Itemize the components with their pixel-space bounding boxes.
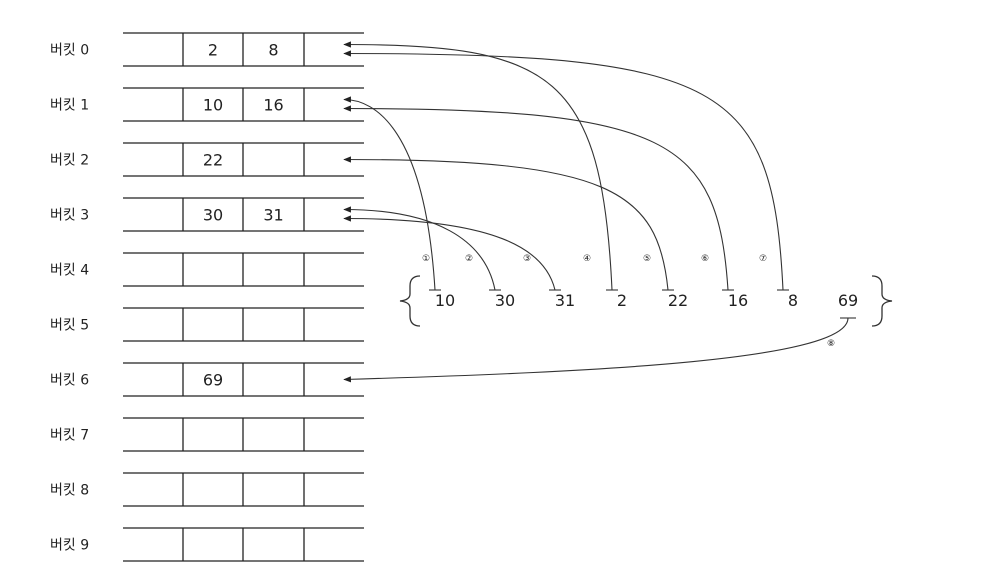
- bucket-label: 버킷 4: [50, 263, 89, 279]
- bucket-cell-value: 2: [208, 41, 218, 60]
- sequence-value: 30: [495, 291, 515, 310]
- sequence-value: 16: [728, 291, 748, 310]
- sequence-value: 69: [838, 291, 858, 310]
- distribution-arrow: [343, 156, 669, 291]
- sequence-value: 31: [555, 291, 575, 310]
- distribution-arrow: [343, 105, 729, 291]
- bucket-row: 버킷 5: [50, 307, 364, 342]
- bucket-label: 버킷 9: [50, 538, 89, 554]
- sequence-value: 2: [617, 291, 627, 310]
- bucket-row: 버킷 4: [50, 252, 364, 287]
- right-brace: [871, 275, 893, 327]
- sequence-value: 22: [668, 291, 688, 310]
- bucket-row: 버킷 3 30 31: [50, 197, 364, 232]
- bucket-row: 버킷 0 2 8: [50, 32, 364, 67]
- sequence-item: 31 ③: [523, 254, 575, 310]
- distribution-arrow: [343, 317, 849, 383]
- bucket-cell-value: 69: [203, 371, 223, 390]
- distribution-arrow: [343, 215, 556, 291]
- distribution-arrow: [343, 41, 613, 291]
- step-number: ①: [422, 254, 430, 264]
- bucket-row: 버킷 6 69: [50, 362, 364, 397]
- bucket-label: 버킷 2: [50, 153, 89, 169]
- bucket-row: 버킷 9: [50, 527, 364, 562]
- bucket-cell-value: 31: [263, 206, 283, 225]
- step-number: ②: [465, 254, 473, 264]
- sequence-item: 69 ⑧: [827, 291, 858, 349]
- bucket-label: 버킷 6: [50, 373, 89, 389]
- bucket-label: 버킷 1: [50, 98, 89, 114]
- step-number: ④: [583, 254, 591, 264]
- bucket-row: 버킷 1 10 16: [50, 87, 364, 122]
- sequence-item: 8⑦: [759, 254, 798, 310]
- distribution-arrow: [343, 96, 436, 291]
- left-brace: [399, 275, 421, 327]
- sequence-item: 2④: [583, 254, 627, 310]
- sequence-item: 30 ②: [465, 254, 515, 310]
- bucket-label: 버킷 5: [50, 318, 89, 334]
- bucket-table: 버킷 0 2 8 버킷 1 10 16 버킷 2 22 버킷 3 30 31 버킷 4 버킷 5 버킷 6…: [50, 32, 364, 562]
- step-number: ⑦: [759, 254, 767, 264]
- step-number: ③: [523, 254, 531, 264]
- bucket-label: 버킷 0: [50, 43, 89, 59]
- sequence-item: 22 ⑤: [643, 254, 688, 310]
- distribution-arrow: [343, 50, 784, 291]
- bucket-cell-value: 22: [203, 151, 223, 170]
- sequence-item: 10 ①: [422, 254, 455, 310]
- distribution-arrow: [343, 206, 496, 291]
- sequence-value: 10: [435, 291, 455, 310]
- bucket-label: 버킷 8: [50, 483, 89, 499]
- sequence-value: 8: [788, 291, 798, 310]
- bucket-label: 버킷 7: [50, 428, 89, 444]
- bucket-row: 버킷 8: [50, 472, 364, 507]
- bucket-row: 버킷 2 22: [50, 142, 364, 177]
- bucket-cell-value: 10: [203, 96, 223, 115]
- bucket-cell-value: 30: [203, 206, 223, 225]
- step-number: ⑧: [827, 339, 835, 349]
- step-number: ⑥: [701, 254, 709, 264]
- bucket-cell-value: 16: [263, 96, 283, 115]
- step-number: ⑤: [643, 254, 651, 264]
- bucket-label: 버킷 3: [50, 208, 89, 224]
- bucket-row: 버킷 7: [50, 417, 364, 452]
- distribution-arrows: [343, 41, 856, 383]
- bucket-cell-value: 8: [268, 41, 278, 60]
- sequence-item: 16 ⑥: [701, 254, 748, 310]
